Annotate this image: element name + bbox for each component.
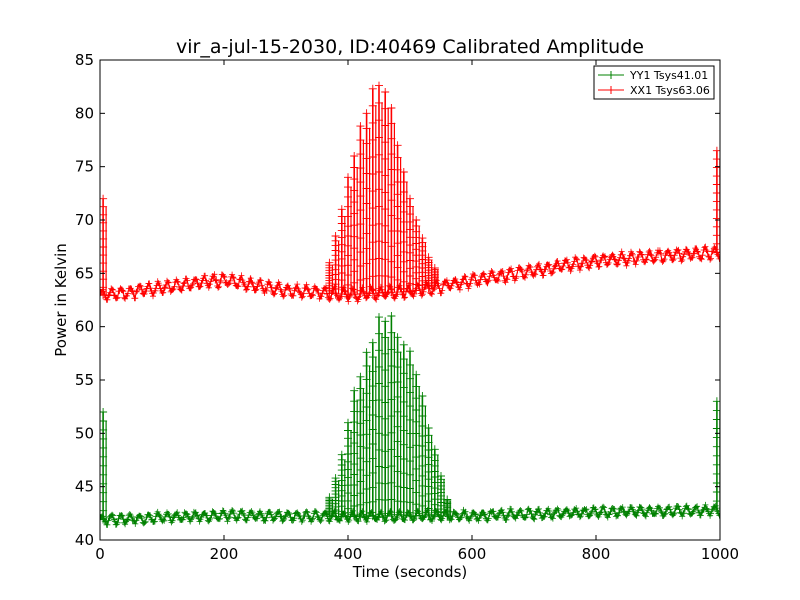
spike-markers: [362, 348, 371, 521]
spike-markers: [424, 253, 433, 293]
x-tick-label: 800: [582, 545, 611, 563]
spike-markers: [350, 386, 359, 521]
x-tick-label: 1000: [701, 545, 739, 563]
y-tick-label: 40: [75, 531, 94, 549]
x-tick-label: 200: [210, 545, 239, 563]
spike-markers: [393, 141, 402, 297]
spike-markers: [406, 194, 414, 296]
spike-markers: [100, 194, 108, 300]
legend-marker: [607, 71, 615, 79]
y-tick-label: 80: [75, 104, 94, 122]
y-tick-label: 75: [75, 158, 94, 176]
spike-markers: [325, 493, 334, 521]
y-tick-label: 60: [75, 318, 94, 336]
spike-markers: [375, 313, 383, 521]
spike-markers: [406, 347, 414, 520]
plot-frame: [99, 59, 721, 541]
y-axis-label: Power in Kelvin: [52, 243, 70, 357]
spike-markers: [424, 424, 433, 520]
spike-markers: [100, 408, 108, 524]
series-baseline-markers: [100, 243, 720, 305]
spike-markers: [712, 146, 720, 257]
y-tick-label: 65: [75, 264, 94, 282]
spike-markers: [712, 397, 720, 515]
spike-markers: [337, 205, 346, 299]
spike-markers: [362, 109, 371, 298]
spike-markers: [387, 312, 396, 521]
legend-box: [593, 65, 715, 100]
x-tick-label: 400: [334, 545, 363, 563]
spike-markers: [381, 317, 390, 521]
legend: YY1 Tsys41.01 XX1 Tsys63.06: [593, 65, 715, 100]
spike-markers: [375, 81, 383, 298]
series-yy1: [100, 312, 720, 528]
spike-markers: [443, 495, 452, 520]
spike-markers: [368, 338, 377, 521]
spike-markers: [387, 104, 396, 297]
spike-markers: [381, 88, 390, 297]
spike-markers: [356, 372, 365, 521]
y-tick-label: 45: [75, 478, 94, 496]
x-axis-label: Time (seconds): [352, 563, 468, 581]
y-tick-label: 70: [75, 211, 94, 229]
x-axis: 0 200 400 600 800 1000: [95, 60, 739, 563]
x-tick-label: 0: [95, 545, 105, 563]
spike-markers: [393, 333, 402, 521]
spike-markers: [325, 258, 334, 298]
plot-series-group: [100, 81, 720, 528]
spike-markers: [331, 232, 340, 298]
y-axis: 40 45 50 55 60 65 70 75 80 85: [75, 51, 720, 549]
y-tick-label: 85: [75, 51, 94, 69]
spike-markers: [356, 122, 365, 298]
spike-markers: [337, 450, 346, 521]
spike-markers: [331, 474, 340, 521]
spike-markers: [399, 168, 408, 296]
legend-entry-label: YY1 Tsys41.01: [629, 69, 708, 82]
x-tick-label: 600: [458, 545, 487, 563]
spike-markers: [418, 392, 427, 520]
spike-markers: [399, 340, 408, 521]
spike-markers: [350, 152, 359, 299]
legend-entry-label: XX1 Tsys63.06: [630, 84, 710, 97]
spike-markers: [437, 472, 445, 520]
spike-markers: [412, 370, 421, 520]
spike-markers: [344, 173, 352, 299]
spike-markers: [368, 84, 377, 298]
chart-title: vir_a-jul-15-2030, ID:40469 Calibrated A…: [176, 36, 644, 58]
y-tick-label: 55: [75, 371, 94, 389]
spike-markers: [344, 418, 352, 521]
legend-marker: [607, 86, 615, 94]
series-xx1: [100, 81, 720, 305]
spike-markers: [430, 445, 439, 520]
spike-markers: [412, 216, 421, 295]
spike-markers: [430, 264, 439, 292]
y-tick-label: 50: [75, 424, 94, 442]
spike-markers: [418, 234, 427, 294]
